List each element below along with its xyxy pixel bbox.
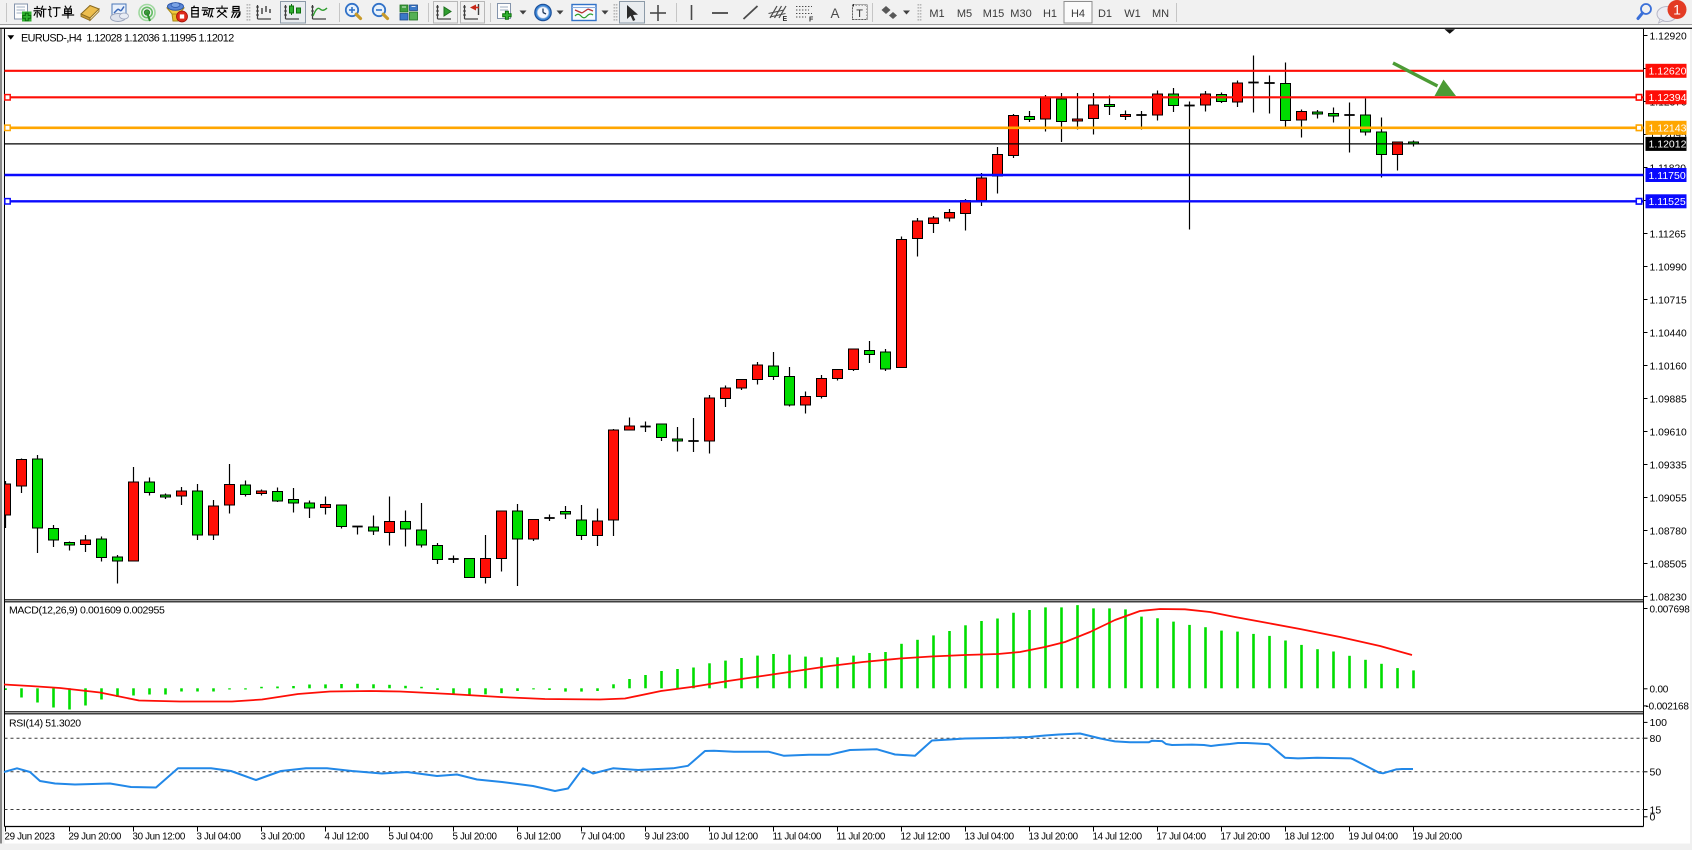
svg-text:19 Jul 20:00: 19 Jul 20:00 [1413,832,1463,843]
svg-text:MN: MN [1152,8,1169,20]
svg-text:1.12012: 1.12012 [1649,139,1687,151]
svg-text:9 Jul 23:00: 9 Jul 23:00 [645,832,690,843]
svg-text:29 Jun 2023: 29 Jun 2023 [5,832,56,843]
svg-text:RSI(14) 51.3020: RSI(14) 51.3020 [9,718,81,730]
svg-text:EURUSD-,H4 1.12028 1.12036 1.: EURUSD-,H4 1.12028 1.12036 1.11995 1.120… [21,32,234,44]
svg-text:14 Jul 12:00: 14 Jul 12:00 [1093,832,1143,843]
svg-text:1: 1 [1673,1,1681,17]
svg-text:17 Jul 20:00: 17 Jul 20:00 [1221,832,1271,843]
svg-text:-0.002168: -0.002168 [1646,702,1690,713]
svg-text:1.09610: 1.09610 [1650,427,1687,438]
svg-text:H1: H1 [1043,8,1057,20]
svg-text:1.08780: 1.08780 [1650,526,1687,537]
svg-text:E: E [783,16,788,23]
svg-text:A: A [831,6,840,21]
svg-text:80: 80 [1650,733,1662,745]
svg-text:1.09335: 1.09335 [1650,460,1687,471]
svg-text:12 Jul 12:00: 12 Jul 12:00 [901,832,951,843]
svg-text:50: 50 [1650,767,1662,779]
svg-text:1.12394: 1.12394 [1649,92,1687,104]
svg-text:M5: M5 [957,8,972,20]
svg-text:1.10160: 1.10160 [1650,361,1687,372]
svg-text:1.11265: 1.11265 [1650,229,1687,240]
svg-text:1.12620: 1.12620 [1649,66,1687,78]
svg-text:100: 100 [1650,717,1668,729]
svg-text:1.08230: 1.08230 [1650,592,1687,603]
svg-text:19 Jul 04:00: 19 Jul 04:00 [1349,832,1399,843]
svg-text:0.00: 0.00 [1650,685,1669,696]
svg-text:T: T [856,8,863,20]
svg-text:1.09055: 1.09055 [1650,493,1687,504]
svg-text:5 Jul 04:00: 5 Jul 04:00 [389,832,434,843]
svg-text:15: 15 [1650,804,1662,816]
svg-text:1.12143: 1.12143 [1649,123,1687,135]
svg-text:13 Jul 04:00: 13 Jul 04:00 [965,832,1015,843]
svg-text:18 Jul 12:00: 18 Jul 12:00 [1285,832,1335,843]
svg-text:30 Jun 12:00: 30 Jun 12:00 [133,832,186,843]
svg-text:M15: M15 [983,8,1004,20]
svg-text:5 Jul 20:00: 5 Jul 20:00 [453,832,498,843]
svg-text:1.10715: 1.10715 [1650,295,1687,306]
svg-text:3 Jul 20:00: 3 Jul 20:00 [261,832,306,843]
svg-text:MACD(12,26,9) 0.001609 0.00295: MACD(12,26,9) 0.001609 0.002955 [9,605,165,617]
svg-text:11 Jul 04:00: 11 Jul 04:00 [773,832,822,843]
svg-text:H4: H4 [1071,8,1085,20]
svg-text:1.10440: 1.10440 [1650,328,1687,339]
svg-text:W1: W1 [1124,8,1141,20]
svg-text:29 Jun 20:00: 29 Jun 20:00 [69,832,122,843]
svg-text:4 Jul 12:00: 4 Jul 12:00 [325,832,370,843]
svg-text:1.10990: 1.10990 [1650,262,1687,273]
svg-text:1.12095: 1.12095 [1650,130,1687,141]
svg-text:13 Jul 20:00: 13 Jul 20:00 [1029,832,1079,843]
svg-text:M30: M30 [1010,8,1031,20]
svg-text:11 Jul 20:00: 11 Jul 20:00 [837,832,886,843]
svg-text:M1: M1 [929,8,944,20]
svg-text:7 Jul 04:00: 7 Jul 04:00 [581,832,626,843]
svg-text:3 Jul 04:00: 3 Jul 04:00 [197,832,242,843]
svg-text:1.09885: 1.09885 [1650,394,1687,405]
svg-text:F: F [809,17,814,24]
svg-text:17 Jul 04:00: 17 Jul 04:00 [1157,832,1207,843]
svg-text:1.12920: 1.12920 [1650,31,1687,42]
svg-text:6 Jul 12:00: 6 Jul 12:00 [517,832,562,843]
svg-text:10 Jul 12:00: 10 Jul 12:00 [709,832,759,843]
svg-text:1.08505: 1.08505 [1650,559,1687,570]
svg-text:0.007698: 0.007698 [1650,604,1691,615]
svg-text:D1: D1 [1098,8,1112,20]
svg-text:1.11525: 1.11525 [1649,196,1686,208]
svg-text:0: 0 [1650,812,1656,824]
svg-text:1.11750: 1.11750 [1649,170,1686,182]
